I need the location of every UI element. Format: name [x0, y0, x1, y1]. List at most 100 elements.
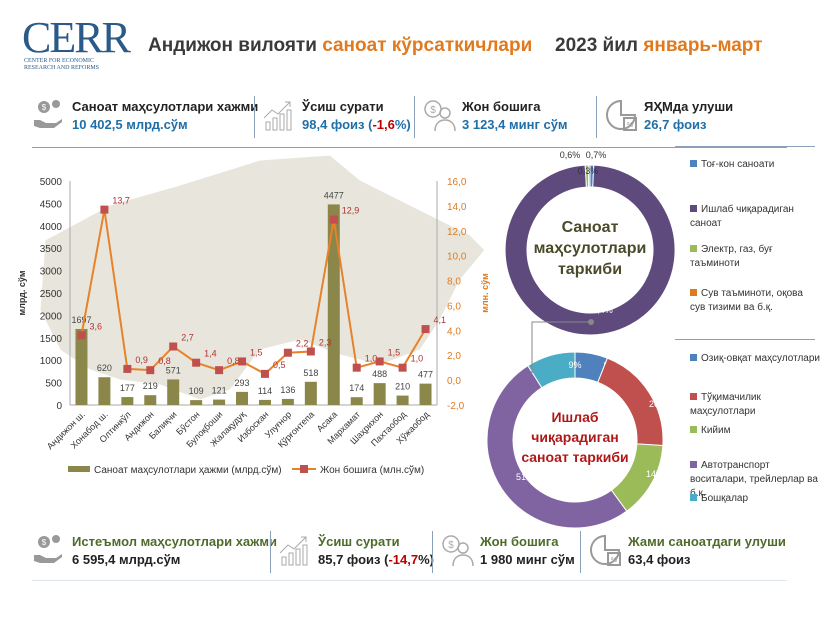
cerr-logo: CERR CENTER FOR ECONOMIC RESEARCH AND RE… — [22, 13, 142, 72]
bar — [327, 204, 340, 405]
industry-structure-donut: 0,7% 98,4% 0,6% 0,3% Саноат маҳсулотлари тарки… — [504, 150, 676, 336]
legend-divider — [675, 339, 815, 340]
legend-label: Тоғ-кон саноати — [701, 159, 775, 170]
y2-tick-label: 2,0 — [447, 351, 461, 362]
kpi-top_kpis-0: $ Саноат маҳсулотлари хажми 10 402,5 млрд.… — [32, 98, 258, 132]
bar-value-label: 477 — [418, 370, 433, 380]
bar — [304, 381, 317, 405]
legend-item: Кийим — [690, 424, 820, 438]
line-value-label: 1,5 — [250, 347, 263, 357]
y2-tick-label: 0,0 — [447, 376, 461, 387]
legend-line-marker — [300, 465, 308, 473]
legend-item: Сув таъминоти, оқова сув тизими ва б.қ. — [690, 287, 820, 315]
bar-value-label: 293 — [235, 378, 250, 388]
kpi-value: 63,4 фоиз — [628, 551, 691, 567]
money-hand-icon: $ — [32, 98, 66, 132]
kpi-label: Ўсиш сурати — [302, 98, 384, 114]
district-combo-chart: 0 500 1000 1500 2000 2500 3000 3500 4000 4500 5000… — [17, 154, 490, 476]
svg-text:$: $ — [448, 540, 454, 551]
bar — [167, 379, 180, 405]
kpi-divider — [32, 147, 787, 148]
kpi-text: Саноат маҳсулотлари хажми 10 402,5 млрд.с… — [72, 99, 258, 132]
kpi-text: Ўсиш сурати 98,4 фоиз (-1,6%) — [302, 99, 411, 132]
kpi-text: Ўсиш сурати 85,7 фоиз (-14,7%) — [318, 534, 434, 567]
legend-swatch — [690, 426, 697, 433]
legend-item: Автотранспорт воситалари, трейлерлар ва … — [690, 459, 820, 501]
slice-label: 9% — [568, 360, 581, 370]
legend-item: Озиқ-овқат маҳсулотлари — [690, 352, 820, 366]
svg-text:$: $ — [42, 538, 47, 547]
legend-bar-label: Саноат маҳсулотлари ҳажми (млрд.сўм) — [94, 464, 282, 476]
y2-tick-label: 12,0 — [447, 227, 467, 238]
line-marker — [306, 347, 315, 356]
y-tick-label: 4500 — [40, 199, 63, 210]
bar-value-label: 571 — [166, 365, 181, 375]
svg-text:%: % — [611, 557, 617, 564]
donut-slice — [486, 365, 628, 529]
bar-value-label: 109 — [189, 386, 204, 396]
line-series — [80, 209, 427, 376]
line-marker — [169, 342, 178, 351]
person-coin-icon: $ — [422, 98, 456, 132]
period-year: 2023 йил — [555, 35, 644, 56]
line-value-label: 1,0 — [411, 354, 424, 364]
growth-chart-icon — [278, 533, 312, 567]
y2-tick-label: 16,0 — [447, 177, 467, 188]
bar — [281, 398, 294, 405]
legend-label: Электр, газ, буғ таъминоти — [690, 244, 773, 269]
bar-value-label: 136 — [280, 385, 295, 395]
logo-subtitle-1: CENTER FOR ECONOMIC — [24, 58, 95, 64]
kpi-value: 26,7 фоиз — [644, 116, 707, 132]
pie-percent-icon: % — [588, 533, 622, 567]
kpi-value-end: %) — [418, 551, 434, 567]
logo-text: CERR — [22, 13, 131, 62]
bar-value-label: 1697 — [71, 315, 91, 325]
slice-label: 0,7% — [586, 150, 607, 160]
y2-tick-label: 8,0 — [447, 277, 461, 288]
line-value-label: 2,3 — [319, 337, 332, 347]
donut-slice — [504, 164, 676, 336]
line-value-label: 13,7 — [112, 196, 130, 206]
kpi-label: Ўсиш сурати — [318, 533, 400, 549]
line-marker — [238, 357, 247, 366]
line-marker — [283, 348, 292, 357]
slice-label: 20% — [649, 399, 667, 409]
kpi-bottom_kpis-0: $ Истеъмол маҳсулотлари хажми 6 595,4 млрд… — [32, 533, 277, 567]
kpi-value: 10 402,5 млрд.сўм — [72, 116, 188, 132]
line-marker — [375, 357, 384, 366]
kpi-text: Жон бошига 1 980 минг сўм — [480, 534, 575, 567]
bar — [144, 395, 157, 405]
bar — [396, 395, 409, 405]
kpi-separator — [432, 531, 433, 573]
legend-label: Кийим — [701, 425, 731, 436]
line-marker — [260, 369, 269, 378]
bar — [350, 397, 363, 405]
page-title: Андижон вилояти саноат кўрсаткичлари — [148, 35, 532, 57]
kpi-value: 85,7 фоиз (-14,7%) — [318, 552, 434, 567]
bar — [419, 383, 432, 405]
person-coin-icon: $ — [440, 533, 474, 567]
line-value-label: 0,9 — [135, 355, 148, 365]
kpi-value-main: 85,7 фоиз ( — [318, 551, 389, 567]
line-value-label: 0,8 — [158, 356, 171, 366]
legend-swatch — [690, 160, 697, 167]
kpi-text: ЯҲМда улуши 26,7 фоиз — [644, 99, 733, 132]
title-region: Андижон вилояти — [148, 35, 323, 56]
kpi-separator — [270, 531, 271, 573]
line-value-label: 12,9 — [342, 206, 360, 216]
kpi-label: Истеъмол маҳсулотлари хажми — [72, 533, 277, 549]
kpi-value: 6 595,4 млрд.сўм — [72, 551, 181, 567]
legend-label: Сув таъминоти, оқова сув тизими ва б.қ. — [690, 288, 803, 313]
kpi-label: Жон бошига — [462, 98, 541, 114]
legend-item: Тоғ-кон саноати — [690, 158, 820, 172]
y2-axis-label: млн. сўм — [480, 273, 490, 313]
line-marker — [192, 358, 201, 367]
period-title: 2023 йил январь-март — [555, 35, 762, 57]
kpi-separator — [596, 96, 597, 138]
y2-tick-label: 14,0 — [447, 202, 467, 213]
bar — [75, 328, 88, 405]
y-tick-label: 500 — [45, 379, 62, 390]
y-tick-label: 0 — [56, 401, 62, 412]
legend-item: Бошқалар — [690, 492, 820, 506]
kpi-label: Жами саноатдаги улуши — [628, 533, 786, 549]
